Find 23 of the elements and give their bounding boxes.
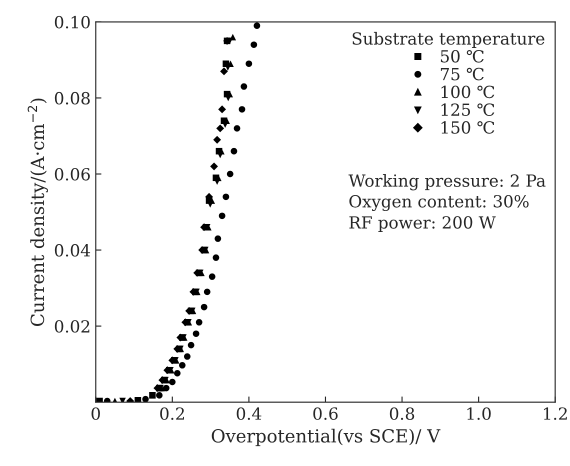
y-tick-label: 0.06 bbox=[54, 168, 90, 181]
legend-label: 75 ℃ bbox=[440, 68, 484, 80]
legend-label: 150 ℃ bbox=[442, 121, 494, 134]
y-tick-label: 0.04 bbox=[54, 244, 90, 257]
x-axis-title: Overpotential(vs SCE)/ V bbox=[212, 428, 440, 446]
legend-label: 50 ℃ bbox=[440, 50, 484, 63]
legend-label: 100 ℃ bbox=[442, 86, 494, 98]
x-tick-label: 0.4 bbox=[236, 407, 262, 420]
annotation: Working pressure: 2 Pa bbox=[348, 174, 546, 190]
y-tick-label: 0.02 bbox=[54, 320, 90, 333]
annotation: Oxygen content: 30% bbox=[349, 194, 529, 212]
x-tick-label: 1.2 bbox=[544, 407, 567, 420]
x-tick-label: 1.0 bbox=[467, 407, 491, 420]
legend-title: Substrate temperature bbox=[352, 32, 544, 48]
y-axis-title: Current density/(A·cm$^{−2}$) bbox=[28, 98, 48, 326]
y-tick-label: 0.10 bbox=[54, 16, 90, 28]
annotation: RF power: 200 W bbox=[349, 216, 496, 232]
x-tick-label: 0.2 bbox=[160, 407, 184, 420]
y-tick-label: 0.08 bbox=[54, 92, 90, 105]
x-tick-label: 0 bbox=[92, 407, 100, 420]
x-tick-label: 0.8 bbox=[390, 407, 414, 420]
x-tick-label: 0.6 bbox=[313, 407, 338, 420]
legend-label: 125 ℃ bbox=[442, 103, 494, 116]
